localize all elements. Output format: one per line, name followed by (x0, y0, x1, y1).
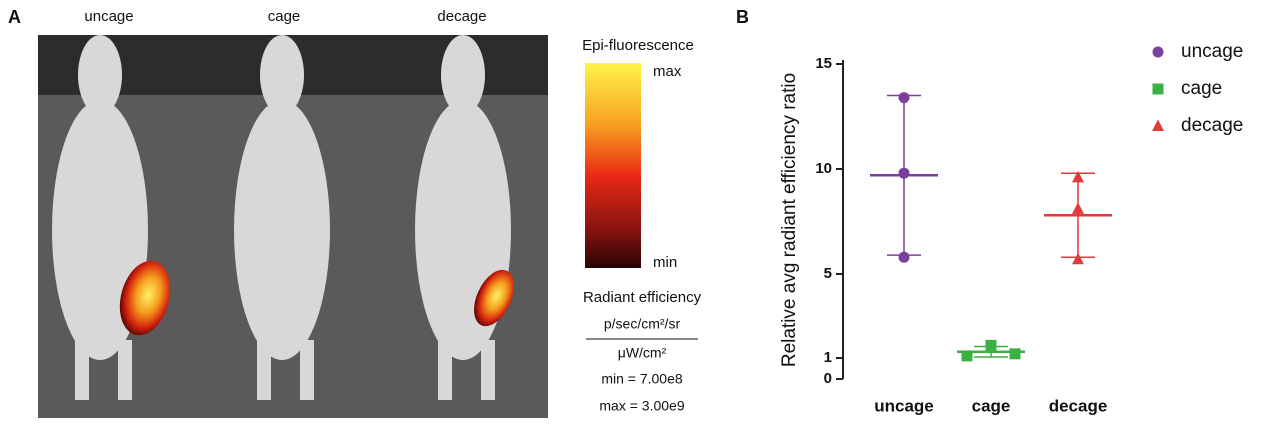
data-point (985, 339, 997, 351)
x-tick-label: cage (972, 396, 1011, 415)
legend-marker (1152, 83, 1164, 95)
x-tick-label: decage (1049, 396, 1108, 415)
legend-label: uncage (1181, 41, 1243, 62)
panel-label: B (736, 7, 749, 27)
column-label: cage (268, 8, 301, 25)
colorbar-min: min (653, 254, 677, 271)
y-axis-label: Relative avg radiant efficiency ratio (779, 73, 800, 367)
legend-label: cage (1181, 78, 1222, 99)
data-point (1009, 348, 1021, 360)
column-label: decage (437, 8, 486, 25)
colorbar-max: max (653, 63, 682, 80)
units-numerator: p/sec/cm²/sr (604, 316, 681, 332)
units-max: max = 3.00e9 (599, 398, 684, 414)
data-point (898, 92, 910, 104)
data-point (1072, 252, 1084, 265)
data-point (898, 167, 910, 179)
units-title: Radiant efficiency (583, 289, 702, 306)
legend-marker (1152, 119, 1164, 131)
y-tick-label: 10 (815, 160, 832, 177)
colorbar-title: Epi-fluorescence (582, 37, 694, 54)
units-denominator: μW/cm² (618, 345, 667, 361)
y-tick-label: 5 (824, 265, 832, 282)
y-tick-label: 1 (824, 349, 832, 366)
data-point (898, 251, 910, 263)
data-point (961, 350, 973, 362)
legend-label: decage (1181, 115, 1243, 136)
colorbar (585, 63, 641, 268)
imaging-photo (38, 35, 548, 418)
data-point (1072, 202, 1084, 214)
x-tick-label: uncage (874, 396, 934, 415)
panel-label: A (8, 7, 21, 27)
y-tick-label: 15 (815, 55, 832, 72)
column-label: uncage (84, 8, 133, 25)
y-tick-label: 0 (824, 370, 832, 387)
units-min: min = 7.00e8 (601, 371, 683, 387)
data-point (1072, 170, 1084, 183)
legend-marker (1152, 46, 1164, 58)
